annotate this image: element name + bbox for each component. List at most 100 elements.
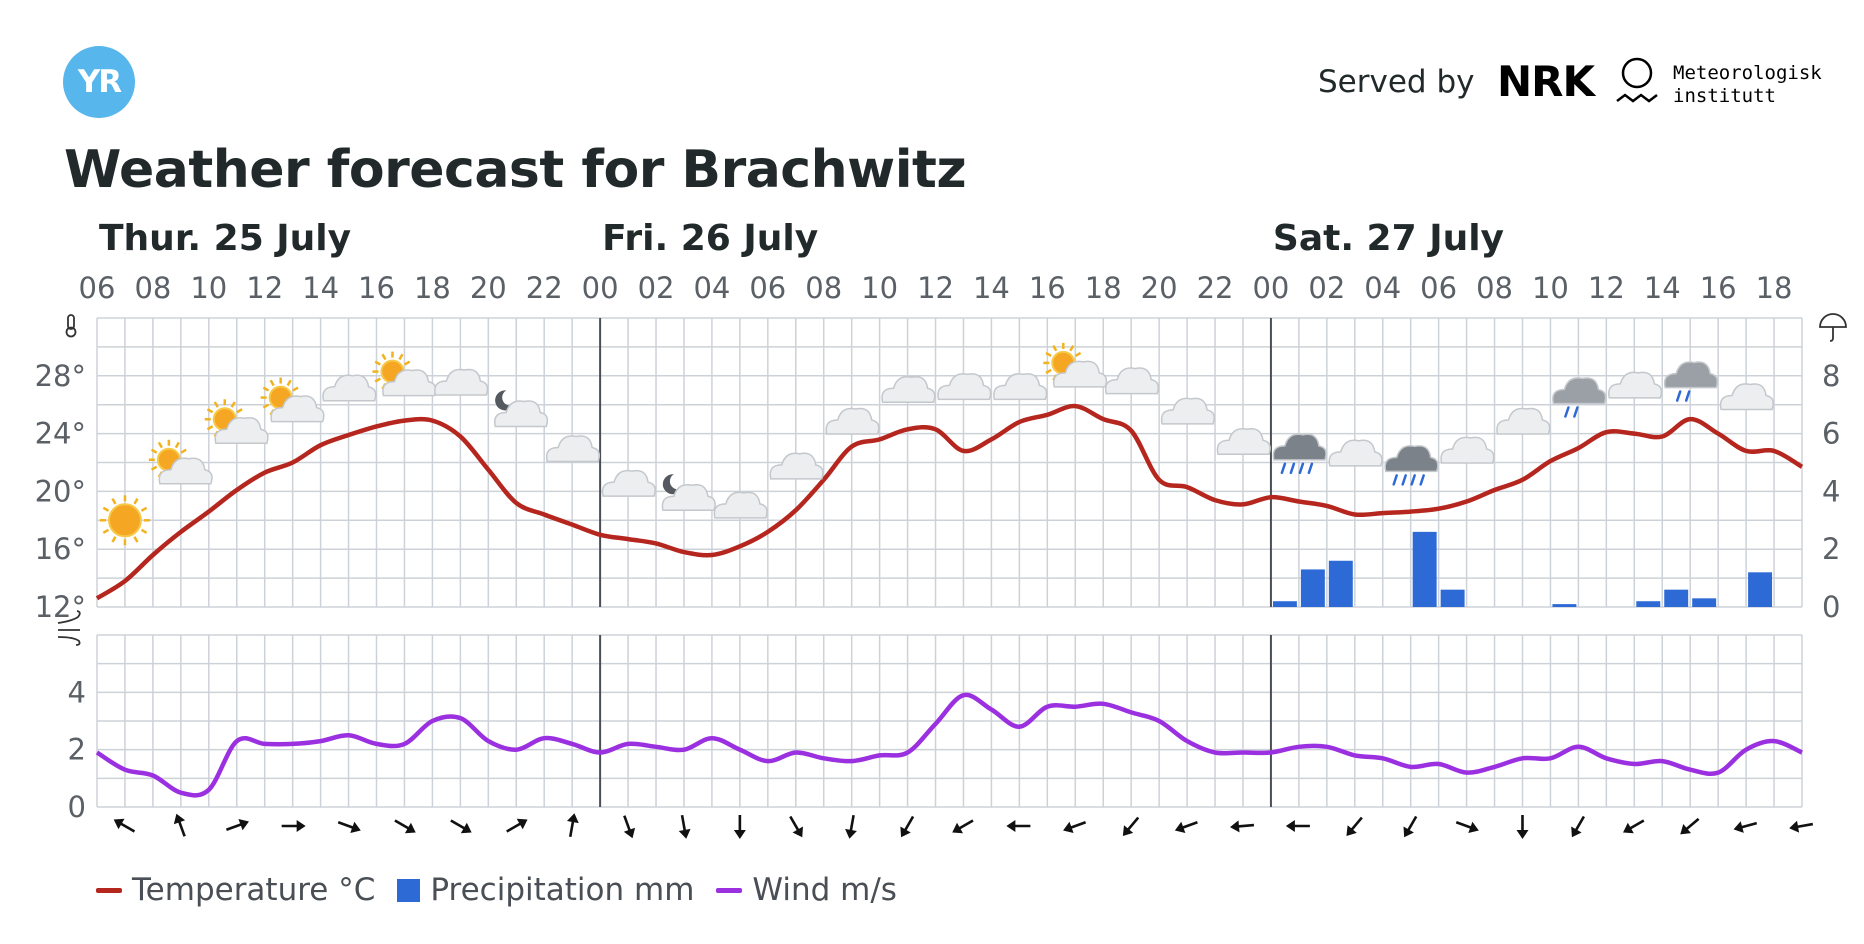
partly-cloudy-day-icon — [260, 377, 325, 423]
cloud-icon — [937, 373, 992, 401]
day-label: Thur. 25 July — [99, 218, 351, 259]
hour-tick-label: 06 — [79, 271, 116, 305]
wind-direction-arrow — [394, 819, 416, 834]
wind-direction-arrow — [845, 814, 857, 839]
partly-cloudy-day-icon — [204, 399, 269, 445]
cloud-icon — [322, 374, 377, 402]
legend-precipitation-label: Precipitation mm — [430, 872, 695, 908]
met-name-line1: Meteorologisk — [1673, 62, 1822, 84]
wind-axis-label: 2 — [68, 733, 86, 767]
precipitation-axis-label: 0 — [1822, 590, 1840, 624]
cloud-icon — [434, 368, 489, 396]
served-by-label: Served by — [1318, 64, 1475, 100]
yr-logo[interactable]: YR — [63, 46, 135, 118]
hour-tick-label: 14 — [1644, 271, 1681, 305]
precipitation-bar — [1692, 598, 1717, 607]
cloud-icon — [1608, 371, 1663, 399]
light-rain-icon — [1663, 361, 1719, 402]
wind-direction-arrow — [1789, 820, 1814, 833]
wind-direction-arrow — [1516, 815, 1529, 839]
hour-tick-label: 16 — [1700, 271, 1737, 305]
precipitation-bar — [1552, 604, 1577, 607]
hour-tick-label: 02 — [1308, 271, 1345, 305]
cloud-icon — [1328, 439, 1383, 467]
precipitation-bar — [1300, 569, 1325, 607]
precipitation-axis-label: 8 — [1822, 359, 1840, 393]
precipitation-axis-label: 4 — [1822, 474, 1840, 508]
hour-tick-label: 12 — [1588, 271, 1625, 305]
legend-precipitation: Precipitation mm — [397, 872, 694, 908]
precipitation-bar — [1412, 531, 1437, 607]
hour-tick-label: 18 — [1756, 271, 1793, 305]
temperature-axis-label: 20° — [35, 474, 86, 508]
umbrella-icon — [1819, 313, 1847, 342]
wind-direction-arrow — [1063, 821, 1087, 834]
legend-wind-label: Wind m/s — [752, 872, 897, 908]
hour-tick-label: 12 — [246, 271, 283, 305]
wind-direction-arrow — [566, 813, 579, 838]
wind-direction-arrow — [789, 815, 803, 838]
precipitation-swatch — [397, 878, 421, 902]
wind-direction-arrow — [1285, 819, 1310, 832]
chart-legend: Temperature °C Precipitation mm Wind m/s — [96, 872, 919, 908]
day-label: Sat. 27 July — [1273, 218, 1504, 259]
rain-icon — [1272, 433, 1327, 475]
precipitation-axis-label: 2 — [1822, 532, 1840, 566]
wind-grid — [96, 634, 1803, 808]
wind-direction-arrow — [225, 818, 249, 831]
hour-tick-label: 04 — [693, 271, 730, 305]
partly-cloudy-day-icon — [148, 439, 213, 485]
wind-direction-arrow — [1230, 820, 1255, 833]
temperature-axis-label: 12° — [35, 590, 86, 624]
temperature-axis-label: 16° — [35, 532, 86, 566]
hour-tick-label: 22 — [526, 271, 563, 305]
cloud-icon — [1719, 383, 1774, 411]
legend-temperature-label: Temperature °C — [132, 872, 376, 908]
wind-direction-arrow — [1680, 817, 1700, 835]
hour-tick-label: 08 — [805, 271, 842, 305]
wind-axis-label: 4 — [68, 675, 86, 709]
wind-direction-arrow — [1346, 816, 1363, 836]
temperature-axis-label: 28° — [35, 359, 86, 393]
wind-direction-arrow — [450, 819, 472, 834]
hour-tick-label: 16 — [358, 271, 395, 305]
wind-direction-arrow — [1733, 821, 1758, 833]
hour-tick-label: 14 — [973, 271, 1010, 305]
precipitation-bar — [1272, 601, 1297, 607]
wind-line — [95, 692, 1803, 798]
wind-direction-arrow — [506, 818, 528, 833]
precipitation-axis-label: 6 — [1822, 417, 1840, 451]
hour-tick-label: 22 — [1197, 271, 1234, 305]
legend-wind: Wind m/s — [716, 872, 897, 908]
met-institute-logo-icon[interactable] — [1615, 55, 1659, 115]
met-name-line2: institutt — [1673, 85, 1776, 107]
light-rain-icon — [1552, 377, 1607, 418]
hour-tick-label: 06 — [749, 271, 786, 305]
cloud-icon — [1216, 428, 1271, 456]
hour-tick-label: 04 — [1364, 271, 1401, 305]
hour-tick-label: 00 — [1252, 271, 1289, 305]
met-institute-name[interactable]: Meteorologisk institutt — [1673, 62, 1822, 108]
wind-direction-arrow — [1006, 819, 1031, 832]
cloud-icon — [1104, 367, 1160, 395]
cloud-icon — [881, 376, 936, 403]
cloud-icon — [713, 491, 768, 519]
cloud-icon — [825, 407, 880, 435]
partly-cloudy-night-icon — [661, 474, 716, 512]
precipitation-bar — [1664, 589, 1689, 607]
nrk-logo[interactable]: NRK — [1497, 57, 1595, 106]
wind-direction-arrow — [173, 813, 186, 837]
partly-cloudy-day-icon — [372, 351, 437, 397]
wind-icon — [57, 610, 81, 646]
precipitation-bar — [1748, 572, 1773, 607]
hour-tick-label: 00 — [582, 271, 619, 305]
hour-tick-label: 08 — [1476, 271, 1513, 305]
thermometer-icon — [65, 314, 77, 338]
temperature-axis-label: 24° — [35, 417, 86, 451]
wind-direction-arrow — [623, 815, 636, 839]
wind-direction-arrow — [733, 815, 746, 839]
hour-tick-label: 20 — [470, 271, 507, 305]
wind-swatch — [716, 887, 743, 893]
wind-axis-label: 0 — [68, 790, 86, 824]
